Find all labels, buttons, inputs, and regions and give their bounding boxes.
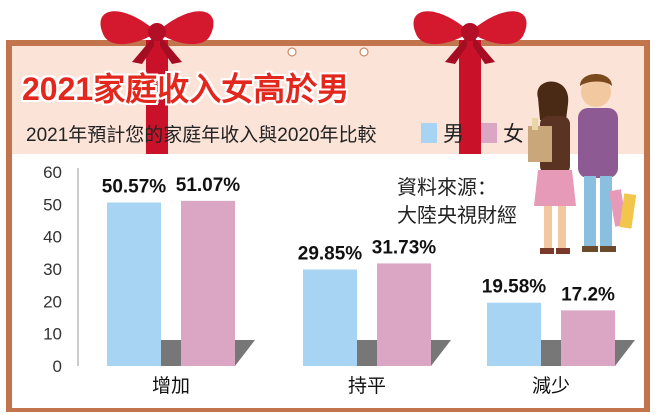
y-tick-label: 40 [43, 228, 62, 247]
x-axis-labels: 增加 持平 減少 [152, 375, 570, 397]
chart-subtitle: 2021年預計您的家庭年收入與2020年比較 [26, 125, 377, 146]
bar-value-label: 19.58% [482, 277, 547, 298]
bar-value-label: 51.07% [176, 175, 241, 196]
legend-item-male: 男 [421, 118, 464, 148]
x-tick-label: 增加 [152, 375, 190, 397]
bar [487, 302, 541, 366]
bar [181, 200, 235, 366]
left-bow-icon [100, 11, 214, 154]
bar-value-label: 29.85% [298, 243, 363, 264]
hole-icon [287, 47, 297, 57]
bar [303, 269, 357, 366]
y-tick-label: 20 [43, 292, 62, 311]
legend-item-female: 女 [481, 118, 524, 148]
bar-value-label: 17.2% [561, 284, 615, 305]
bars [107, 200, 615, 366]
y-tick-label: 0 [53, 357, 62, 376]
x-tick-label: 減少 [532, 375, 570, 397]
legend-label-female: 女 [503, 123, 524, 146]
couple-illustration-icon [528, 74, 637, 254]
y-tick-label: 60 [43, 163, 62, 182]
bar-value-label: 50.57% [102, 176, 167, 197]
source-line-1: 資料來源： [397, 177, 497, 199]
bar [107, 202, 161, 366]
y-axis-ticks: 0 10 20 30 40 50 60 [43, 163, 62, 376]
y-tick-label: 50 [43, 195, 62, 214]
chart-title: 2021家庭收入女高於男 [22, 71, 350, 107]
x-tick-label: 持平 [348, 375, 386, 397]
hole-icon [359, 47, 369, 57]
right-bow-icon [413, 11, 527, 154]
y-tick-label: 30 [43, 260, 62, 279]
bar [561, 310, 615, 366]
source-note: 資料來源： 大陸央視財經 [397, 174, 517, 230]
bar-value-labels: 50.57% 51.07% 29.85% 31.73% 19.58% 17.2% [102, 175, 615, 306]
source-line-2: 大陸央視財經 [397, 205, 517, 227]
bar-value-label: 31.73% [372, 237, 437, 258]
legend-swatch-female [481, 123, 497, 143]
bar [377, 263, 431, 366]
legend-swatch-male [421, 123, 437, 143]
y-tick-label: 10 [43, 325, 62, 344]
legend-label-male: 男 [443, 123, 464, 146]
